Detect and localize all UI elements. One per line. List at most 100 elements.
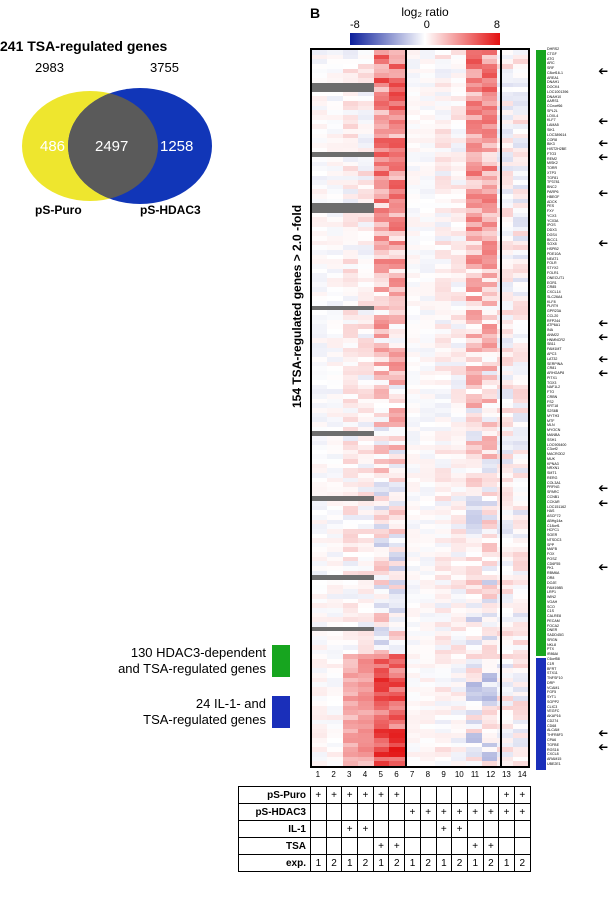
cond-cell: +: [326, 787, 342, 804]
arrow-icon: ➔: [598, 740, 608, 754]
cond-cell: [452, 787, 468, 804]
cond-cell: 1: [373, 855, 389, 872]
cond-row-label: pS-Puro: [239, 787, 311, 804]
venn-title: 241 TSA-regulated genes: [0, 38, 260, 54]
legend-green-swatch: [272, 645, 290, 677]
cb-min: -8: [350, 19, 360, 31]
cond-cell: +: [452, 804, 468, 821]
venn-left-total: 2983: [35, 60, 64, 75]
colorbar: log₂ ratio -8 0 8: [350, 5, 500, 45]
legend-blue-row: 24 IL-1- and TSA-regulated genes: [10, 696, 290, 729]
panel-b-label: B: [310, 5, 320, 21]
cond-cell: [483, 787, 499, 804]
cond-cell: [499, 838, 515, 855]
cond-cell: +: [436, 821, 452, 838]
legend-green-line1: 130 HDAC3-dependent: [118, 645, 266, 661]
cond-cell: +: [358, 821, 374, 838]
cond-cell: 2: [389, 855, 405, 872]
colorbar-gradient: [350, 33, 500, 45]
venn-left-label: pS-Puro: [35, 203, 82, 217]
cond-cell: [358, 838, 374, 855]
cond-cell: +: [342, 821, 358, 838]
heatmap-colnum: 9: [436, 770, 452, 779]
cond-cell: +: [499, 787, 515, 804]
cond-cell: [514, 838, 530, 855]
arrow-icon: ➔: [598, 560, 608, 574]
cond-cell: 1: [311, 855, 327, 872]
heatmap-colnum: 2: [326, 770, 342, 779]
conditions-table: pS-Puro++++++++pS-HDAC3++++++++IL-1++++T…: [238, 786, 531, 872]
arrow-icon: ➔: [598, 136, 608, 150]
legend-green-line2: and TSA-regulated genes: [118, 661, 266, 677]
heatmap-cell: [389, 761, 404, 766]
legend-green-text: 130 HDAC3-dependent and TSA-regulated ge…: [118, 645, 266, 678]
venn-overlap-count: 2497: [95, 138, 128, 155]
heatmap-cell: [435, 761, 450, 766]
cb-max: 8: [494, 19, 500, 31]
cond-cell: 2: [420, 855, 436, 872]
cond-cell: 2: [452, 855, 468, 872]
heatmap-cell: [327, 761, 342, 766]
heatmap-cell: [466, 761, 481, 766]
heatmap-colnum: 14: [514, 770, 530, 779]
arrow-icon: ➔: [598, 330, 608, 344]
heatmap-colnum: 8: [420, 770, 436, 779]
cond-cell: [373, 804, 389, 821]
venn-right-only: 1258: [160, 138, 193, 155]
cond-cell: +: [514, 804, 530, 821]
cond-cell: [499, 821, 515, 838]
colorbar-label: log₂ ratio: [350, 5, 500, 19]
cond-row-label: exp.: [239, 855, 311, 872]
arrow-icon: ➔: [598, 186, 608, 200]
heatmap-colnum: 5: [373, 770, 389, 779]
arrow-icon: ➔: [598, 150, 608, 164]
cond-cell: [342, 804, 358, 821]
venn-diagram-section: 241 TSA-regulated genes 2983 3755 486 24…: [0, 38, 260, 231]
heatmap-cell: [482, 761, 497, 766]
cond-cell: [389, 821, 405, 838]
cond-cell: +: [467, 804, 483, 821]
cond-cell: [311, 804, 327, 821]
legend-section: 130 HDAC3-dependent and TSA-regulated ge…: [10, 645, 290, 746]
heatmap-cell: [343, 761, 358, 766]
cond-cell: 1: [467, 855, 483, 872]
cond-cell: 2: [326, 855, 342, 872]
sidebar-green: [536, 50, 546, 656]
cond-cell: [373, 821, 389, 838]
heatmap-group-divider: [405, 50, 407, 766]
cond-cell: [358, 804, 374, 821]
cond-cell: 1: [499, 855, 515, 872]
heatmap-cell: [374, 761, 389, 766]
cond-cell: 2: [483, 855, 499, 872]
venn-left-only: 486: [40, 138, 65, 155]
arrow-icon: ➔: [598, 481, 608, 495]
cond-cell: +: [389, 787, 405, 804]
venn-right-label: pS-HDAC3: [140, 203, 201, 217]
cond-cell: +: [499, 804, 515, 821]
heatmap-colnum: 7: [404, 770, 420, 779]
cond-cell: +: [342, 787, 358, 804]
cond-row-label: TSA: [239, 838, 311, 855]
colorbar-scale: -8 0 8: [350, 19, 500, 31]
cond-cell: [420, 787, 436, 804]
cond-cell: 1: [342, 855, 358, 872]
cond-cell: +: [514, 787, 530, 804]
cond-cell: +: [311, 787, 327, 804]
venn-right-total: 3755: [150, 60, 179, 75]
cond-cell: +: [420, 804, 436, 821]
heatmap-colnum: 4: [357, 770, 373, 779]
legend-green-row: 130 HDAC3-dependent and TSA-regulated ge…: [10, 645, 290, 678]
heatmap-cell: [312, 761, 327, 766]
cond-cell: 2: [358, 855, 374, 872]
cond-row-label: pS-HDAC3: [239, 804, 311, 821]
cond-cell: [452, 838, 468, 855]
cond-cell: [467, 821, 483, 838]
cond-cell: [326, 804, 342, 821]
legend-blue-line2: TSA-regulated genes: [143, 712, 266, 728]
cond-cell: +: [467, 838, 483, 855]
heatmap-colnum: 6: [389, 770, 405, 779]
legend-blue-line1: 24 IL-1- and: [143, 696, 266, 712]
heatmap-xnums: 1234567891011121314: [310, 770, 530, 779]
cond-cell: [436, 838, 452, 855]
arrow-icon: ➔: [598, 726, 608, 740]
